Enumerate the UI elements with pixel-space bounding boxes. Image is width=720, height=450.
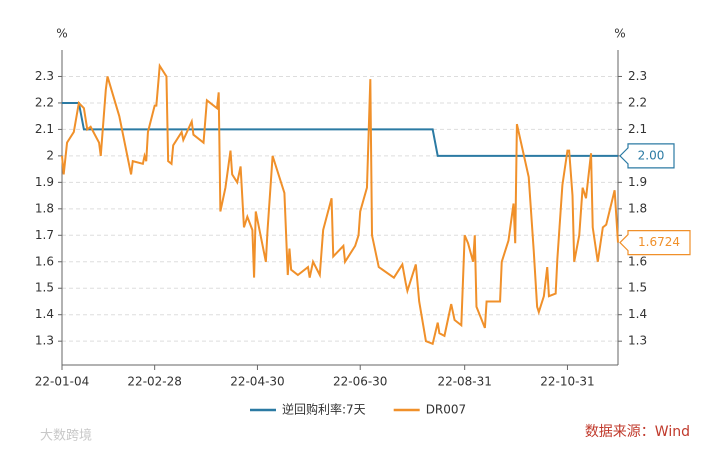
- y2-tick-label: 2.1: [628, 122, 647, 136]
- end-callout: [619, 230, 691, 256]
- y-tick-label: 1.5: [35, 281, 54, 295]
- y-tick-label: 2.1: [35, 122, 54, 136]
- y2-tick-label: 1.3: [628, 334, 647, 348]
- x-tick-label: 22-04-30: [230, 375, 284, 389]
- y-tick-label: 1.7: [35, 228, 54, 242]
- end-label: 2.00: [638, 148, 665, 162]
- y-tick-label: 1.3: [35, 334, 54, 348]
- y2-axis-unit: %: [614, 27, 625, 41]
- y-tick-label: 1.4: [35, 307, 54, 321]
- y2-tick-label: 2.3: [628, 69, 647, 83]
- y2-tick-label: 1.5: [628, 281, 647, 295]
- data-line: [61, 62, 619, 346]
- y2-tick-label: 1.8: [628, 201, 647, 215]
- y-tick-label: 1.6: [35, 254, 54, 268]
- y2-tick-label: 2.2: [628, 95, 647, 109]
- y-tick-label: 1.9: [35, 175, 54, 189]
- x-tick-label: 22-10-31: [540, 375, 594, 389]
- y-axis-unit: %: [56, 27, 67, 41]
- x-tick-label: 22-01-04: [35, 375, 89, 389]
- y2-tick-label: 1.4: [628, 307, 647, 321]
- end-label: 1.6724: [638, 235, 680, 249]
- watermark: 大数跨境: [40, 429, 92, 444]
- y2-tick-label: 1.9: [628, 175, 647, 189]
- y-tick-label: 1.8: [35, 201, 54, 215]
- y-tick-label: 2.3: [35, 69, 54, 83]
- x-tick-label: 22-02-28: [127, 375, 181, 389]
- data-line: [62, 101, 618, 157]
- legend-label: 逆回购利率:7天: [282, 402, 366, 417]
- y2-tick-label: 1.6: [628, 254, 647, 268]
- source-note: 数据来源：Wind: [585, 424, 690, 440]
- end-callout: [619, 143, 675, 169]
- y-tick-label: 2.2: [35, 95, 54, 109]
- x-tick-label: 22-06-30: [333, 375, 387, 389]
- legend-label: DR007: [426, 403, 466, 417]
- y-tick-label: 2: [46, 148, 54, 162]
- x-tick-label: 22-08-31: [437, 375, 491, 389]
